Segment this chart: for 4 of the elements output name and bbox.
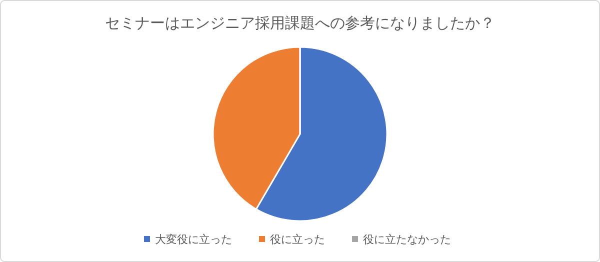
legend-label: 役に立たなかった — [363, 233, 451, 246]
legend-label: 大変役に立った — [155, 233, 232, 246]
chart-title: セミナーはエンジニア採用課題への参考になりましたか？ — [105, 14, 495, 32]
legend-label: 役に立った — [270, 233, 325, 246]
